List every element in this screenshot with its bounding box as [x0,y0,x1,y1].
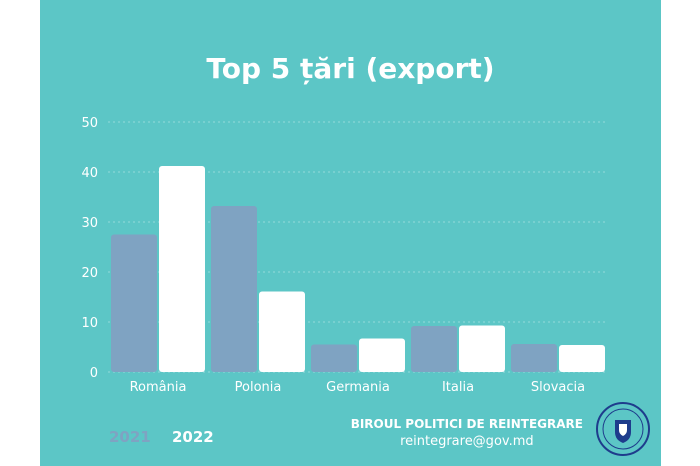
legend-item-2021: 2021 [109,428,151,446]
org-email: reintegrare@gov.md [400,434,534,449]
bar-chart: 0 10 20 30 40 50 România Polonia Germania Italia S… [81,116,608,395]
bar-2021-3 [311,344,357,372]
y-tick-label: 10 [81,316,98,331]
bar-2022-4 [459,325,505,372]
legend-item-2022: 2022 [171,428,214,446]
bar-2022-5 [559,345,605,372]
bar-2022-3 [359,338,405,372]
x-tick-label: Italia [442,380,474,395]
government-seal-icon [596,402,650,456]
chart-title: Top 5 țări (export) [206,52,495,85]
infographic-card: Top 5 țări (export) 0 10 20 30 40 50 România Po… [40,0,661,466]
bar-2021-4 [411,326,457,372]
bar-2022-2 [259,291,305,372]
y-tick-label: 20 [81,266,98,281]
bar-2021-1 [111,234,157,372]
org-block: BIROUL POLITICI DE REINTEGRARE reintegra… [351,417,583,449]
y-tick-label: 50 [81,116,98,131]
legend: 2021 2022 [109,428,230,446]
org-name: BIROUL POLITICI DE REINTEGRARE [350,417,583,431]
x-tick-label: România [130,380,187,395]
x-tick-label: Slovacia [531,380,585,395]
y-tick-label: 0 [90,366,98,381]
x-tick-label: Polonia [235,380,282,395]
bar-2021-2 [211,206,257,372]
x-tick-label: Germania [326,380,390,395]
bar-2022-1 [159,166,205,372]
y-tick-label: 30 [81,216,98,231]
y-tick-label: 40 [81,166,98,181]
bar-2021-5 [511,344,557,372]
